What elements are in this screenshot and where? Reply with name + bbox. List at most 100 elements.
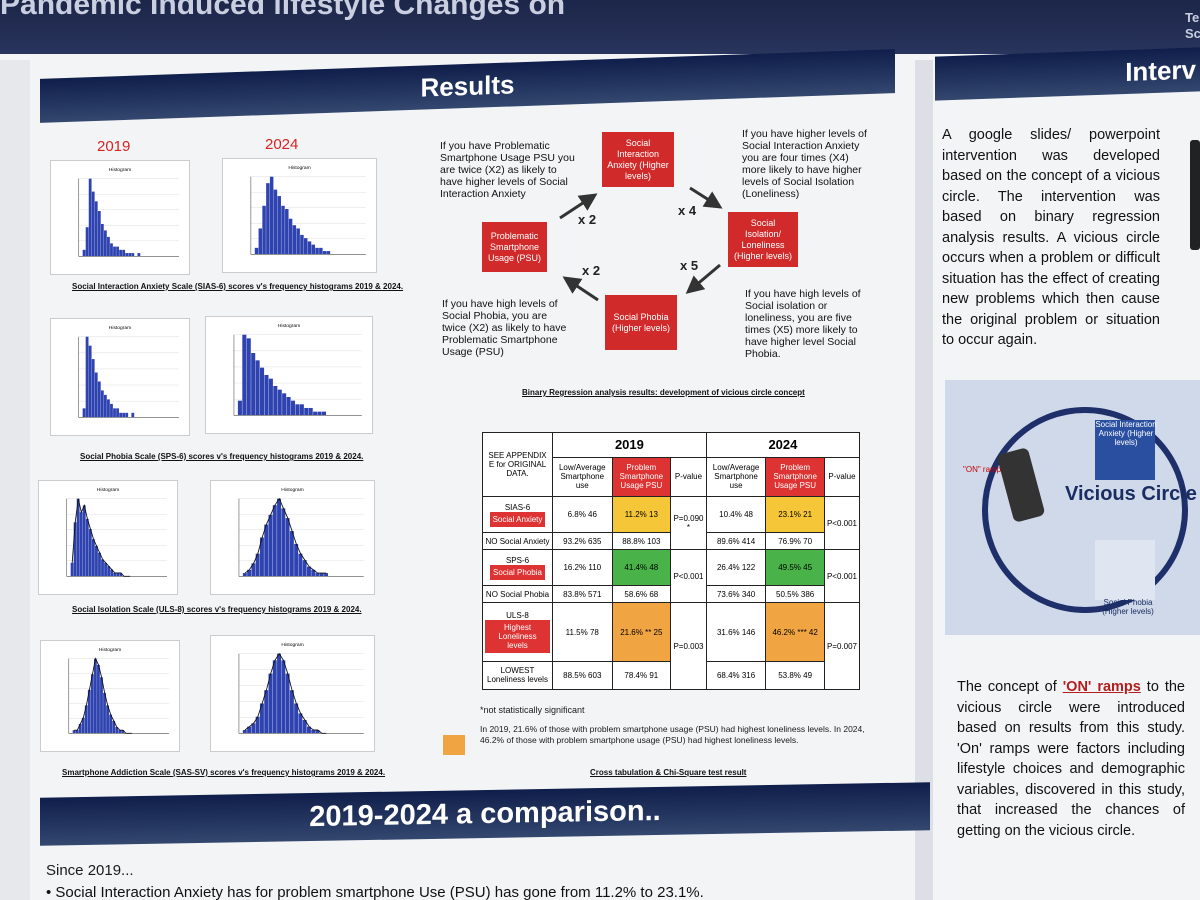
histogram-bar	[319, 247, 323, 255]
histogram-bar	[302, 720, 307, 734]
appendix-note: SEE APPENDIX E for ORIGINAL DATA.	[482, 431, 553, 498]
histogram-bar	[82, 249, 86, 257]
histogram-bar	[308, 407, 313, 416]
histogram-bar	[282, 393, 287, 416]
histogram-bar	[242, 729, 247, 734]
table-cell: 88.8% 103	[611, 532, 672, 551]
arrow-label-sia-iso: x 4	[678, 203, 697, 218]
histogram-bar	[70, 562, 74, 577]
phone-image-edge	[1190, 140, 1200, 250]
table-cell: 10.4% 48	[705, 496, 767, 534]
histogram-bar	[125, 412, 129, 418]
histogram-bar	[95, 545, 98, 577]
histogram-bar	[97, 664, 100, 734]
crosstab-table: SEE APPENDIX E for ORIGINAL DATA. 2019 2…	[482, 431, 861, 691]
histogram-title: Histogram	[99, 647, 121, 653]
histogram-bar	[84, 705, 88, 734]
histogram-bar	[85, 336, 89, 418]
table-cell: 93.2% 635	[552, 532, 613, 551]
histogram-bar	[322, 251, 327, 255]
table-row-label: SPS-6 Social Phobia	[482, 549, 553, 587]
histogram-sas-2024: Histogram	[210, 635, 375, 752]
histogram-bar	[296, 228, 300, 255]
table-cell: 73.6% 340	[705, 585, 767, 604]
histogram-bar	[82, 408, 86, 418]
histogram-bar	[88, 529, 92, 577]
histogram-bar	[262, 205, 266, 255]
caption-uls: Social Isolation Scale (ULS-8) scores v'…	[72, 605, 362, 614]
regression-text-isolation: If you have high levels of Social isolat…	[745, 288, 861, 360]
histogram-bar	[119, 572, 123, 577]
table-cell: 21.6% ** 25	[611, 602, 672, 662]
histogram-title: Histogram	[278, 323, 300, 329]
poster-title-fragment: Te Sc	[1185, 10, 1200, 41]
table-cell: 11.2% 13	[611, 496, 672, 534]
table-cell: 76.9% 70	[765, 532, 825, 551]
histogram-bar	[268, 378, 273, 416]
histogram-bar	[292, 225, 297, 255]
caption-sias: Social Interaction Anxiety Scale (SIAS-6…	[72, 282, 404, 291]
histogram-title: Histogram	[281, 642, 303, 648]
histogram-bar	[78, 723, 82, 734]
normal-curve	[74, 657, 133, 734]
histogram-title: Histogram	[97, 487, 119, 493]
histogram-bar	[315, 729, 320, 734]
histogram-bar	[268, 673, 273, 734]
node-problematic-smartphone: Problematic Smartphone Usage (PSU)	[482, 222, 547, 272]
histogram-bar	[97, 381, 101, 418]
intervention-paragraph: A google slides/ powerpoint intervention…	[942, 127, 1160, 348]
histogram-bar	[269, 176, 274, 255]
histogram-bar	[298, 553, 303, 577]
histogram-bar	[82, 505, 86, 577]
table-pvalue: P=0.007	[823, 602, 861, 690]
histogram-bar	[259, 537, 264, 577]
regression-arrows	[559, 186, 723, 302]
histogram-bar	[294, 543, 299, 577]
histogram-sas-2019: Histogram	[40, 640, 180, 752]
normal-curve	[71, 498, 131, 577]
histogram-bar	[116, 408, 119, 418]
histogram-title: Histogram	[288, 165, 310, 171]
histogram-bar	[113, 408, 116, 418]
on-ramp-paragraph: The concept of 'ON' ramps to the vicious…	[957, 679, 1185, 839]
histogram-bar	[281, 508, 286, 577]
histogram-bar	[115, 727, 119, 734]
histogram-bar	[288, 218, 293, 255]
histogram-bar	[303, 238, 308, 255]
histogram-bar	[104, 562, 107, 577]
histogram-bar	[321, 411, 327, 416]
histogram-bar	[107, 236, 110, 257]
histogram-bar	[112, 720, 116, 734]
table-year-2024: 2024	[705, 432, 861, 458]
table-caption: Cross tabulation & Chi-Square test resul…	[590, 768, 747, 777]
histogram-bar	[131, 253, 135, 257]
poster-title-band: Pandemic Induced lifestyle Changes on Te…	[0, 0, 1200, 60]
histogram-bar	[107, 399, 110, 418]
histogram-sias-2019: Histogram	[50, 160, 190, 275]
year-2019-label: 2019	[97, 138, 131, 155]
histogram-bar	[317, 411, 322, 416]
histogram-bar	[237, 400, 242, 416]
histogram-bar	[85, 518, 89, 577]
histogram-bar	[277, 196, 281, 255]
table-pvalue: P=0.090 *	[670, 496, 707, 551]
histogram-bar	[295, 404, 300, 416]
table-cell: 49.5% 45	[765, 549, 825, 587]
histogram-bar	[101, 559, 104, 577]
histogram-bar	[87, 689, 91, 734]
histogram-bar	[116, 246, 119, 257]
histogram-bar	[255, 716, 260, 734]
regression-text-psu: If you have Problematic Smartphone Usage…	[440, 140, 575, 200]
regression-text-phobia: If you have high levels of Social Phobia…	[442, 298, 567, 358]
panel-gap	[915, 60, 933, 900]
histogram-bar	[75, 730, 79, 734]
histogram-bar	[258, 228, 263, 255]
histogram-bar	[125, 253, 129, 257]
histogram-uls-2019: Histogram	[38, 480, 178, 595]
table-cell: 31.6% 146	[705, 602, 767, 662]
histogram-bar	[97, 211, 101, 257]
histogram-bar	[106, 705, 109, 734]
histogram-title: Histogram	[109, 325, 131, 331]
node-social-anxiety: Social Interaction Anxiety (Higher level…	[602, 132, 674, 187]
histogram-sias-2024: Histogram	[222, 158, 377, 273]
